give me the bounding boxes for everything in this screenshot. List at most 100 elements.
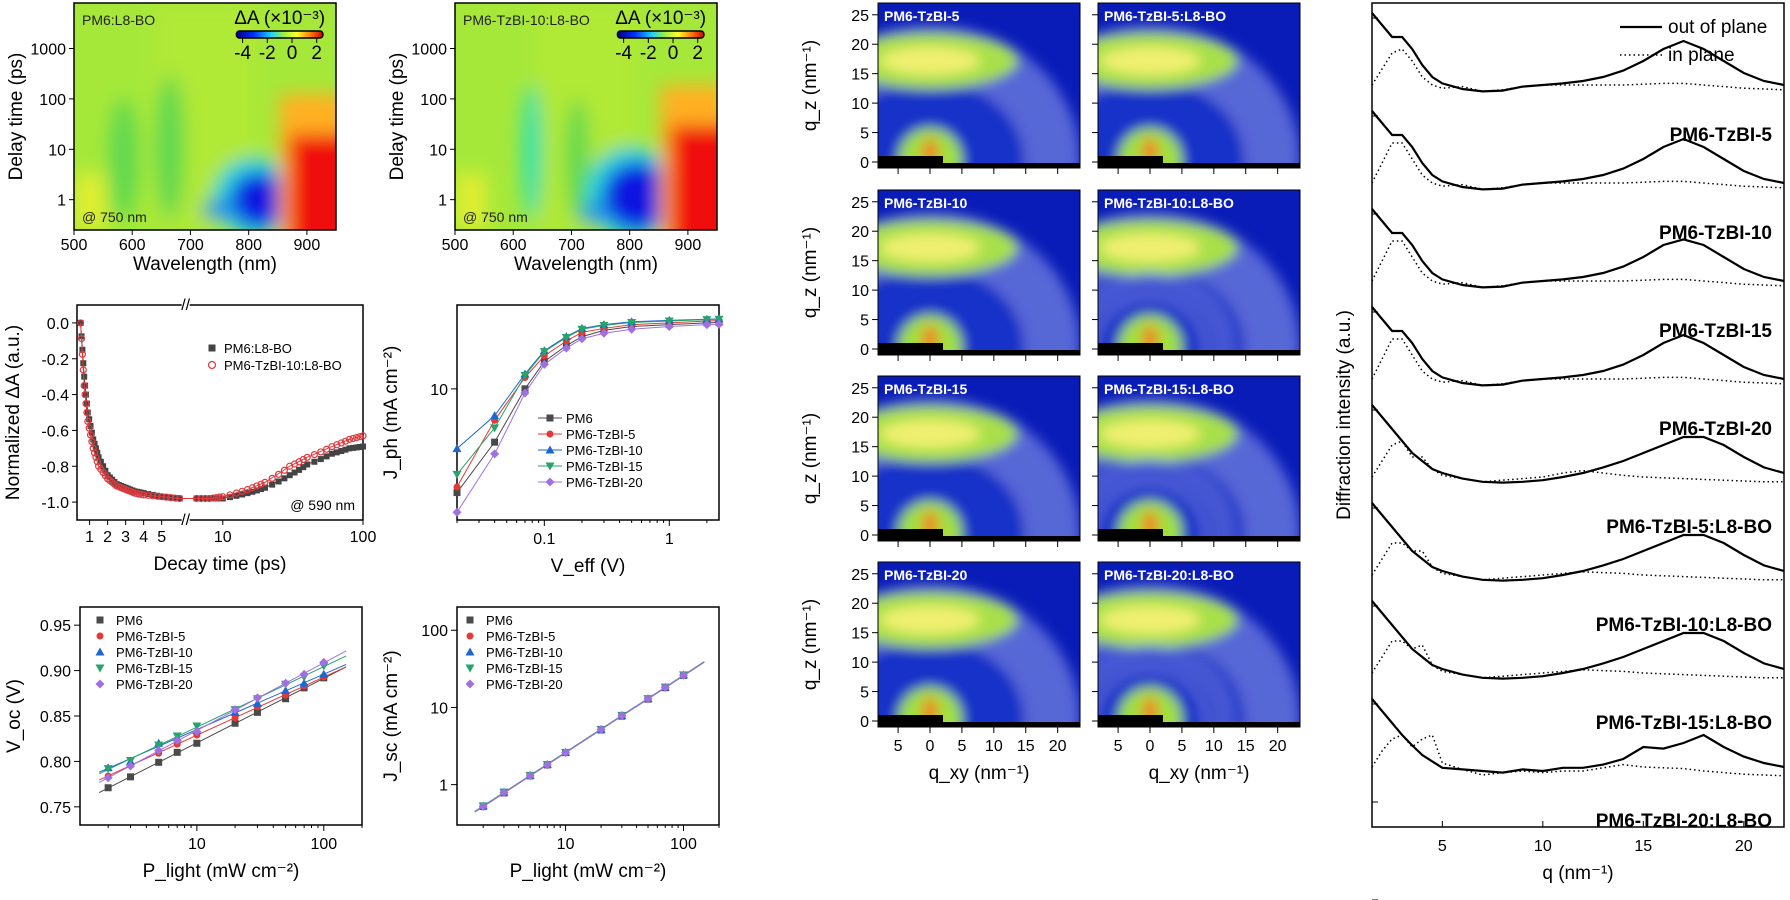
data-point xyxy=(90,449,99,457)
in-plane-line xyxy=(1371,440,1784,483)
probe-annotation: @ 750 nm xyxy=(82,209,147,225)
y-tick-label: 15 xyxy=(851,67,869,84)
x-tick-label: 20 xyxy=(1269,738,1287,755)
data-point xyxy=(338,448,345,455)
legend-label: PM6-TzBI-15 xyxy=(486,661,563,676)
colorbar-tick-label: 0 xyxy=(668,43,679,64)
data-point xyxy=(253,482,261,490)
x-tick-label: 20 xyxy=(1735,838,1753,855)
data-point xyxy=(664,322,674,332)
data-point xyxy=(155,758,163,766)
data-point xyxy=(490,411,500,420)
legend-label: PM6-TzBI-20 xyxy=(486,677,563,692)
panel-frame xyxy=(1097,375,1301,542)
x-tick-label: 5 xyxy=(1114,738,1123,755)
legend-marker xyxy=(207,360,217,370)
linecut-series-4: PM6-TzBI-5:L8-BO xyxy=(1371,404,1785,538)
panel-frame xyxy=(1097,189,1301,356)
data-point xyxy=(258,486,265,493)
x-tick-label: 5 xyxy=(1177,738,1186,755)
data-point xyxy=(158,493,166,501)
colorbar-title: ΔA (×10⁻³) xyxy=(234,8,325,29)
x-tick-label: 15 xyxy=(1237,738,1255,755)
heatmap-features xyxy=(455,3,717,230)
y-tick-label: 10 xyxy=(430,700,448,717)
x-axis-label: q_xy (nm⁻¹) xyxy=(1149,763,1250,784)
giwaxs-image xyxy=(1098,562,1300,727)
crystalline-ring xyxy=(1098,470,1220,541)
data-point xyxy=(561,343,571,353)
y-tick-label: 15 xyxy=(851,254,869,271)
in-plane-line xyxy=(1371,338,1785,387)
horizon xyxy=(943,722,1080,727)
legend-label: PM6-TzBI-10 xyxy=(486,645,563,660)
y-tick-label: 10 xyxy=(851,655,869,672)
data-point xyxy=(176,494,184,503)
data-point xyxy=(268,474,276,482)
y-tick-label: 25 xyxy=(851,195,869,212)
y-axis-label: q_z (nm⁻¹) xyxy=(800,227,821,318)
data-point xyxy=(577,334,587,344)
plot-frame xyxy=(456,606,720,826)
panel-frame xyxy=(1097,2,1301,169)
data-point xyxy=(452,470,462,479)
legend-label: PM6-TzBI-10 xyxy=(566,443,643,458)
data-point xyxy=(300,464,307,471)
horizon xyxy=(1163,722,1300,727)
feature-esa xyxy=(289,134,336,230)
data-point xyxy=(499,788,509,798)
giwaxs-panel: PM6-TzBI-10:L8-BO xyxy=(1092,189,1301,361)
x-tick-label: 15 xyxy=(1634,838,1652,855)
legend-label: PM6-TzBI-10:L8-BO xyxy=(224,358,342,373)
break-gap-bottom xyxy=(181,517,190,523)
data-point xyxy=(88,438,96,446)
y-tick-label: 5 xyxy=(860,499,869,516)
linecut-series-7: PM6-TzBI-20:L8-BO xyxy=(1371,698,1785,832)
out-of-plane-line xyxy=(1371,502,1785,582)
y-tick-label: 0 xyxy=(860,155,869,172)
data-point xyxy=(192,726,202,736)
pi-stacking-core xyxy=(880,46,980,75)
y-axis-label: J_sc (mA cm⁻²) xyxy=(381,650,402,781)
crystalline-ring xyxy=(1098,482,1207,541)
features xyxy=(878,212,1080,355)
y-tick-label: 1000 xyxy=(30,42,66,59)
linecut-series-5: PM6-TzBI-10:L8-BO xyxy=(1371,502,1785,636)
y-axis-label: q_z (nm⁻¹) xyxy=(800,413,821,504)
data-point xyxy=(627,318,637,327)
y-axis-label: q_z (nm⁻¹) xyxy=(800,40,821,131)
features xyxy=(1098,584,1300,727)
legend-label: PM6 xyxy=(116,613,143,628)
crystalline-ring xyxy=(1098,273,1232,355)
x-tick-label: 10 xyxy=(1534,838,1552,855)
pi-stacking-core xyxy=(1100,419,1200,448)
data-point xyxy=(269,481,276,488)
y-tick-label: -0.6 xyxy=(41,423,69,440)
plot-frame xyxy=(454,2,718,231)
x-tick-label: 0 xyxy=(926,738,935,755)
y-axis-label: V_oc (V) xyxy=(4,679,25,753)
data-point xyxy=(714,319,724,329)
panel-label: PM6-TzBI-15:L8-BO xyxy=(1104,381,1234,397)
y-tick-label: 100 xyxy=(421,623,448,640)
sample-label: PM6-TzBI-10 xyxy=(1659,223,1772,244)
data-point xyxy=(82,382,89,389)
out-of-plane-line xyxy=(1371,600,1785,680)
legend-label: PM6 xyxy=(486,613,513,628)
x-tick-label: 10 xyxy=(1205,738,1223,755)
crystalline-ring xyxy=(1098,656,1220,727)
x-tick-label: 700 xyxy=(558,237,585,254)
data-point xyxy=(452,444,462,453)
data-point xyxy=(209,494,217,502)
giwaxs-panel: PM6-TzBI-20:L8-BO 5 0 5 10 15 20 q_xy (nm⁻¹) xyxy=(1092,561,1301,784)
colorbar xyxy=(235,30,324,39)
x-tick-label: 900 xyxy=(675,237,702,254)
features xyxy=(1098,398,1300,541)
panel-label: PM6-TzBI-5 xyxy=(884,8,960,24)
y-tick-label: 10 xyxy=(851,96,869,113)
series-4 xyxy=(452,319,724,517)
data-point xyxy=(333,449,340,456)
data-point xyxy=(81,373,88,380)
data-point xyxy=(317,448,325,456)
